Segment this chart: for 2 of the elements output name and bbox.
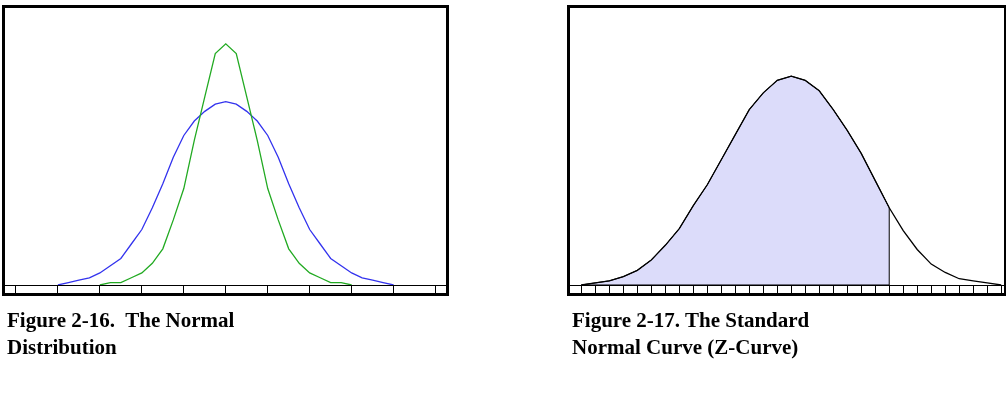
text: Figure 2-17. The Standard Normal Curve (Z-Curve) bbox=[572, 308, 810, 360]
text: Figure 2-16. The Normal Distribution bbox=[7, 308, 235, 360]
